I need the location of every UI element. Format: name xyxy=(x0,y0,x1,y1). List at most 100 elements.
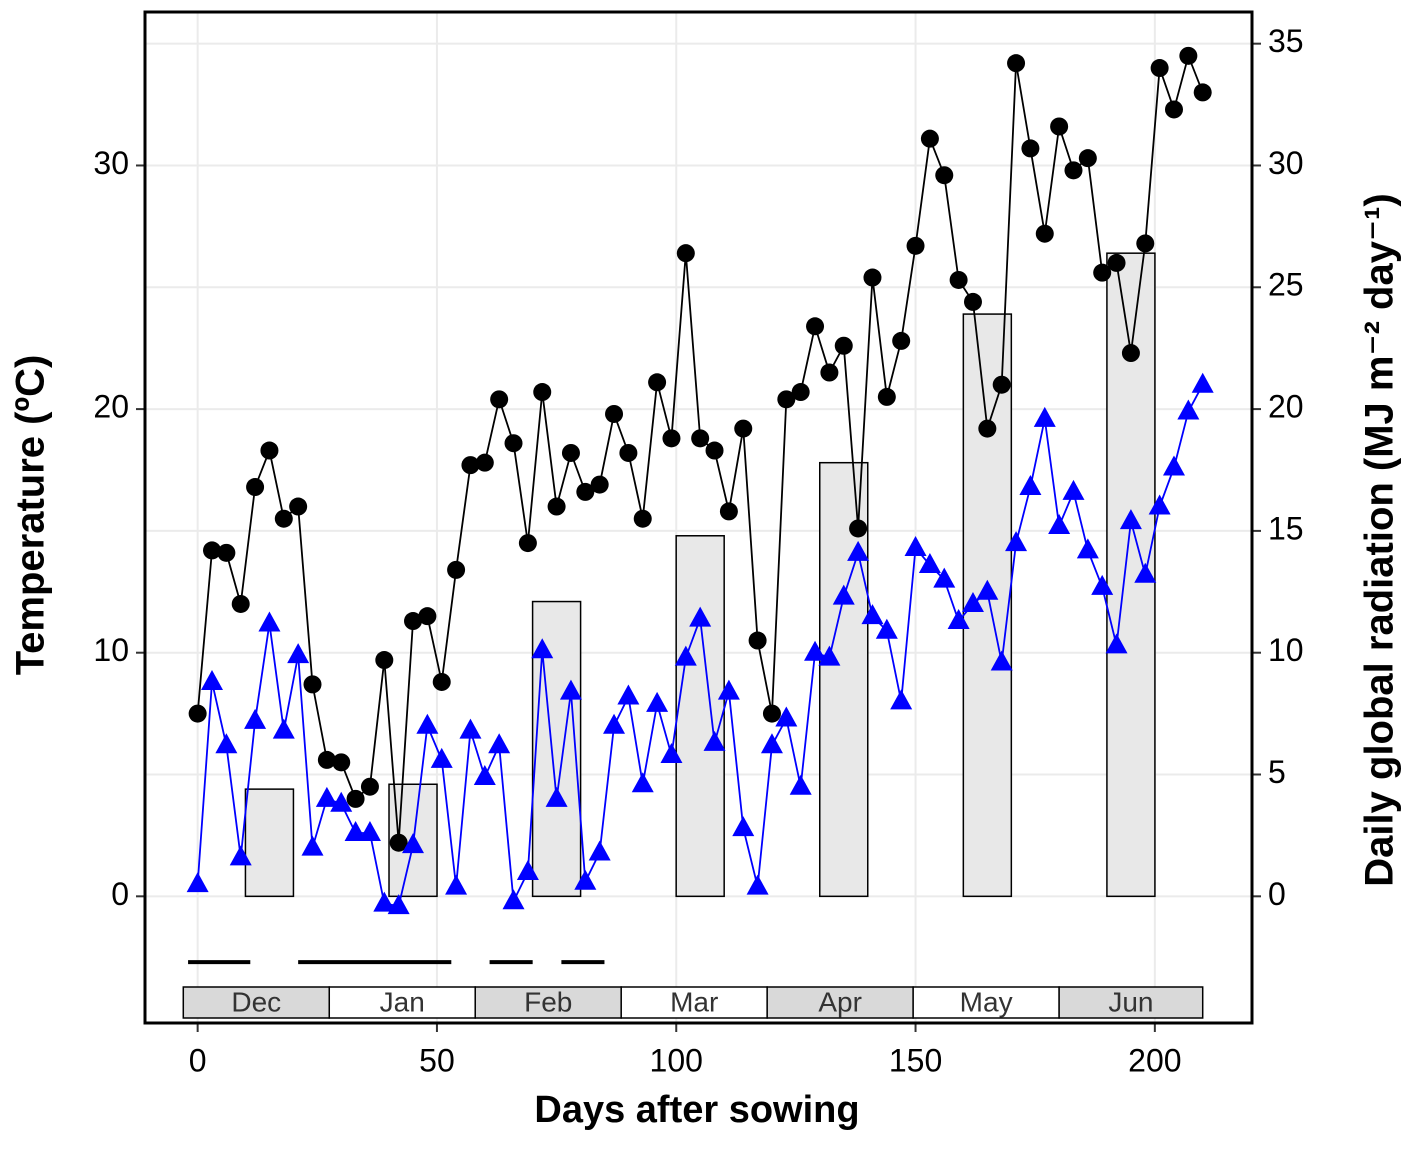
point xyxy=(1191,372,1214,393)
point xyxy=(920,129,939,148)
point xyxy=(516,859,539,880)
y2-tick-label: 5 xyxy=(1268,754,1286,790)
point xyxy=(849,519,868,538)
x-tick-label: 0 xyxy=(189,1042,207,1078)
point xyxy=(488,733,511,754)
point xyxy=(317,750,336,769)
month-box xyxy=(766,986,914,1019)
point xyxy=(418,607,437,626)
point xyxy=(676,244,695,263)
point xyxy=(561,443,580,462)
point xyxy=(832,584,855,605)
point xyxy=(402,833,425,854)
point xyxy=(1021,139,1040,158)
month-box xyxy=(182,986,331,1019)
point xyxy=(935,166,954,185)
point xyxy=(791,383,810,402)
point xyxy=(301,835,324,856)
point xyxy=(330,791,353,812)
point xyxy=(847,540,870,561)
point xyxy=(447,560,466,579)
point xyxy=(188,704,207,723)
point xyxy=(475,453,494,472)
point xyxy=(949,270,968,289)
point xyxy=(215,733,238,754)
point xyxy=(789,774,812,795)
point xyxy=(646,691,669,712)
point xyxy=(617,684,640,705)
point xyxy=(1193,83,1212,102)
x-tick-label: 100 xyxy=(650,1042,703,1078)
point xyxy=(260,441,279,460)
point xyxy=(875,618,898,639)
point xyxy=(1093,263,1112,282)
y2-axis-title: Daily global radiation (MJ m⁻² day⁻¹) xyxy=(1358,193,1402,886)
point xyxy=(360,777,379,796)
point xyxy=(1177,399,1200,420)
point xyxy=(533,383,552,402)
point xyxy=(289,497,308,516)
point xyxy=(691,429,710,448)
y-tick-label: 0 xyxy=(111,876,129,912)
month-label: Apr xyxy=(818,986,862,1017)
point xyxy=(1119,509,1142,530)
point xyxy=(1121,344,1140,363)
point xyxy=(834,336,853,355)
point xyxy=(404,612,423,631)
point xyxy=(287,643,310,664)
point xyxy=(473,764,496,785)
y2-tick-label: 10 xyxy=(1268,632,1304,668)
point xyxy=(1078,149,1097,168)
point xyxy=(603,713,626,734)
point xyxy=(976,579,999,600)
y2-tick-label: 30 xyxy=(1268,145,1304,181)
point xyxy=(963,292,982,311)
point xyxy=(346,789,365,808)
point xyxy=(1150,59,1169,78)
point xyxy=(762,704,781,723)
point xyxy=(574,869,597,890)
point xyxy=(918,553,941,574)
point xyxy=(490,390,509,409)
point xyxy=(445,874,468,895)
point xyxy=(1091,574,1114,595)
y-axis-title: Temperature (ºC) xyxy=(9,355,53,676)
point xyxy=(732,816,755,837)
point xyxy=(246,478,265,497)
point xyxy=(1134,562,1157,583)
point xyxy=(674,645,697,666)
point xyxy=(633,509,652,528)
point xyxy=(461,456,480,475)
x-tick-label: 50 xyxy=(419,1042,455,1078)
point xyxy=(1162,455,1185,476)
point xyxy=(545,786,568,807)
point xyxy=(315,786,338,807)
point xyxy=(890,689,913,710)
x-tick-label: 150 xyxy=(889,1042,942,1078)
y2-tick-label: 0 xyxy=(1268,876,1286,912)
point xyxy=(387,894,410,915)
point xyxy=(933,567,956,588)
point xyxy=(961,591,984,612)
point xyxy=(806,317,825,336)
y2-tick-label: 20 xyxy=(1268,389,1304,425)
point xyxy=(186,872,209,893)
point xyxy=(432,672,451,691)
point xyxy=(904,535,927,556)
point xyxy=(1148,494,1171,515)
point xyxy=(201,669,224,690)
point xyxy=(430,747,453,768)
point xyxy=(518,534,537,553)
bar xyxy=(244,788,295,898)
month-label: Jun xyxy=(1108,986,1153,1017)
point xyxy=(547,497,566,516)
point xyxy=(274,509,293,528)
point xyxy=(231,594,250,613)
month-box xyxy=(1058,986,1204,1019)
month-label: May xyxy=(960,986,1013,1017)
point xyxy=(373,891,396,912)
point xyxy=(1136,234,1155,253)
point xyxy=(861,604,884,625)
point xyxy=(804,640,827,661)
point xyxy=(1007,54,1026,73)
